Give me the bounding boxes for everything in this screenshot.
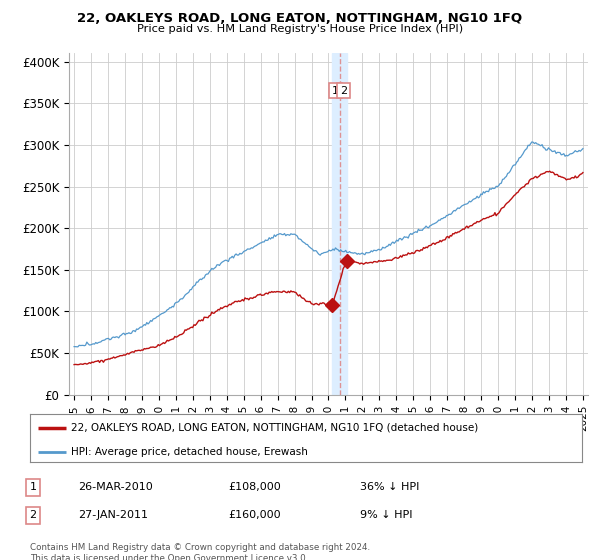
Text: Contains HM Land Registry data © Crown copyright and database right 2024.
This d: Contains HM Land Registry data © Crown c…	[30, 543, 370, 560]
Text: £160,000: £160,000	[228, 510, 281, 520]
Text: 9% ↓ HPI: 9% ↓ HPI	[360, 510, 413, 520]
Text: 26-MAR-2010: 26-MAR-2010	[78, 482, 153, 492]
Text: 22, OAKLEYS ROAD, LONG EATON, NOTTINGHAM, NG10 1FQ: 22, OAKLEYS ROAD, LONG EATON, NOTTINGHAM…	[77, 12, 523, 25]
Text: 1: 1	[29, 482, 37, 492]
Text: 1: 1	[332, 86, 339, 96]
Text: Price paid vs. HM Land Registry's House Price Index (HPI): Price paid vs. HM Land Registry's House …	[137, 24, 463, 34]
Text: HPI: Average price, detached house, Erewash: HPI: Average price, detached house, Erew…	[71, 446, 308, 456]
Text: 22, OAKLEYS ROAD, LONG EATON, NOTTINGHAM, NG10 1FQ (detached house): 22, OAKLEYS ROAD, LONG EATON, NOTTINGHAM…	[71, 423, 479, 433]
Text: £108,000: £108,000	[228, 482, 281, 492]
Text: 27-JAN-2011: 27-JAN-2011	[78, 510, 148, 520]
Text: 2: 2	[29, 510, 37, 520]
Bar	[332, 53, 347, 395]
Text: 36% ↓ HPI: 36% ↓ HPI	[360, 482, 419, 492]
Text: 2: 2	[340, 86, 347, 96]
